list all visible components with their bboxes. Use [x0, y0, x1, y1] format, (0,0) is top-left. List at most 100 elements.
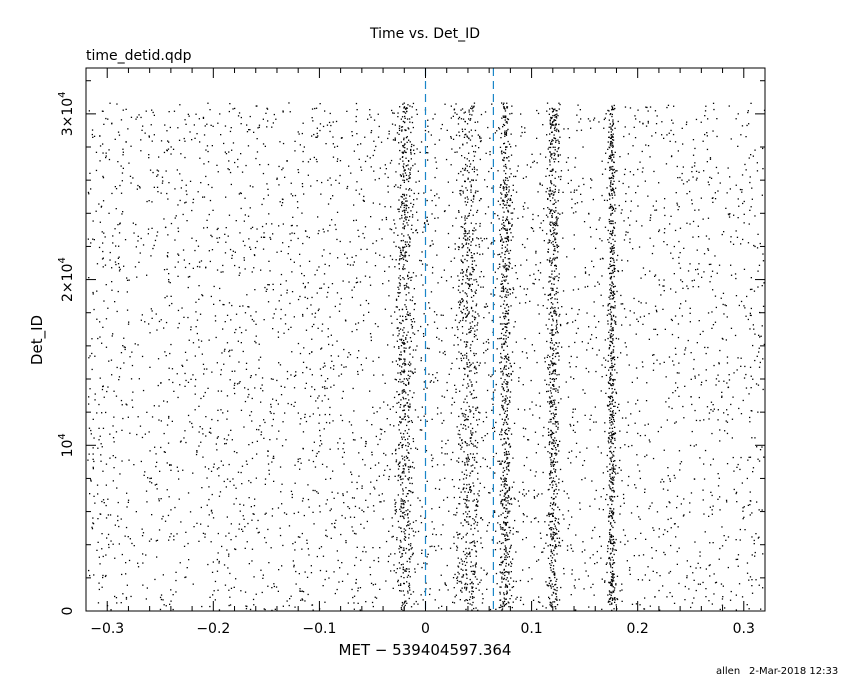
data-point — [684, 385, 686, 387]
data-point — [749, 176, 751, 178]
data-point — [395, 245, 397, 248]
data-point — [441, 605, 443, 607]
data-point — [341, 419, 344, 422]
data-point — [635, 333, 637, 335]
data-point — [408, 189, 410, 191]
data-point — [631, 603, 634, 605]
data-point — [407, 168, 410, 170]
data-point — [346, 110, 348, 112]
data-point — [111, 289, 113, 291]
data-point — [626, 354, 628, 356]
data-point — [516, 170, 518, 172]
data-point — [304, 387, 306, 389]
data-point — [330, 508, 332, 510]
data-point — [265, 541, 267, 544]
data-point — [404, 604, 406, 607]
data-point — [407, 421, 409, 423]
data-point — [618, 204, 620, 207]
data-point — [226, 478, 229, 480]
data-point — [216, 558, 218, 561]
data-point — [515, 551, 517, 553]
data-point — [621, 270, 623, 272]
data-point — [400, 258, 403, 260]
data-point — [619, 447, 622, 449]
data-point — [408, 361, 411, 363]
data-point — [432, 533, 434, 535]
data-point — [93, 308, 95, 311]
data-point — [250, 248, 252, 250]
data-point — [401, 418, 403, 420]
data-point — [522, 513, 524, 515]
data-point — [535, 471, 537, 473]
data-point — [469, 598, 471, 601]
data-point — [248, 480, 250, 482]
data-point — [414, 368, 416, 370]
data-point — [476, 452, 478, 455]
data-point — [404, 288, 406, 290]
data-point — [655, 550, 657, 552]
data-point — [621, 324, 623, 326]
data-point — [237, 158, 239, 161]
data-point — [140, 319, 142, 321]
data-point — [707, 346, 709, 349]
data-point — [229, 248, 232, 251]
data-point — [106, 537, 108, 539]
data-point — [616, 290, 618, 293]
data-point — [707, 249, 710, 251]
data-point — [618, 409, 620, 412]
data-point — [332, 143, 334, 145]
data-point — [512, 580, 515, 582]
data-point — [443, 419, 445, 422]
data-point — [462, 487, 465, 489]
data-point — [673, 245, 675, 248]
data-point — [718, 264, 721, 266]
data-point — [273, 412, 275, 415]
data-point — [460, 194, 462, 196]
data-point — [379, 167, 381, 169]
data-point — [410, 363, 412, 365]
data-point — [503, 106, 505, 108]
data-point — [458, 131, 460, 133]
data-point — [237, 115, 240, 117]
data-point — [238, 523, 241, 525]
data-point — [540, 222, 542, 224]
data-point — [326, 535, 328, 538]
data-point — [392, 112, 394, 114]
data-point — [177, 127, 179, 129]
data-point — [546, 187, 548, 190]
data-point — [737, 565, 739, 567]
data-point — [568, 451, 570, 453]
data-point — [612, 433, 614, 436]
data-point — [240, 332, 243, 334]
data-point — [513, 481, 515, 483]
data-point — [387, 176, 389, 179]
data-point — [234, 392, 236, 395]
data-point — [519, 302, 521, 304]
data-point — [272, 328, 274, 330]
data-point — [337, 257, 339, 259]
data-point — [211, 249, 214, 251]
data-point — [553, 283, 555, 285]
data-point — [410, 167, 412, 169]
data-point — [653, 362, 655, 365]
data-point — [167, 252, 169, 254]
data-point — [112, 437, 115, 439]
data-point — [409, 561, 411, 563]
data-point — [391, 123, 394, 125]
data-point — [188, 559, 190, 561]
data-point — [233, 384, 236, 386]
data-point — [457, 461, 460, 463]
data-point — [346, 187, 348, 190]
data-point — [408, 527, 411, 530]
data-point — [754, 555, 756, 557]
data-point — [393, 185, 396, 188]
data-point — [541, 229, 544, 232]
data-point — [674, 229, 677, 232]
data-point — [159, 608, 162, 611]
data-point — [463, 136, 466, 138]
data-point — [562, 191, 564, 193]
data-point — [759, 361, 761, 364]
data-point — [431, 213, 433, 215]
data-point — [503, 399, 505, 401]
data-point — [688, 179, 690, 181]
